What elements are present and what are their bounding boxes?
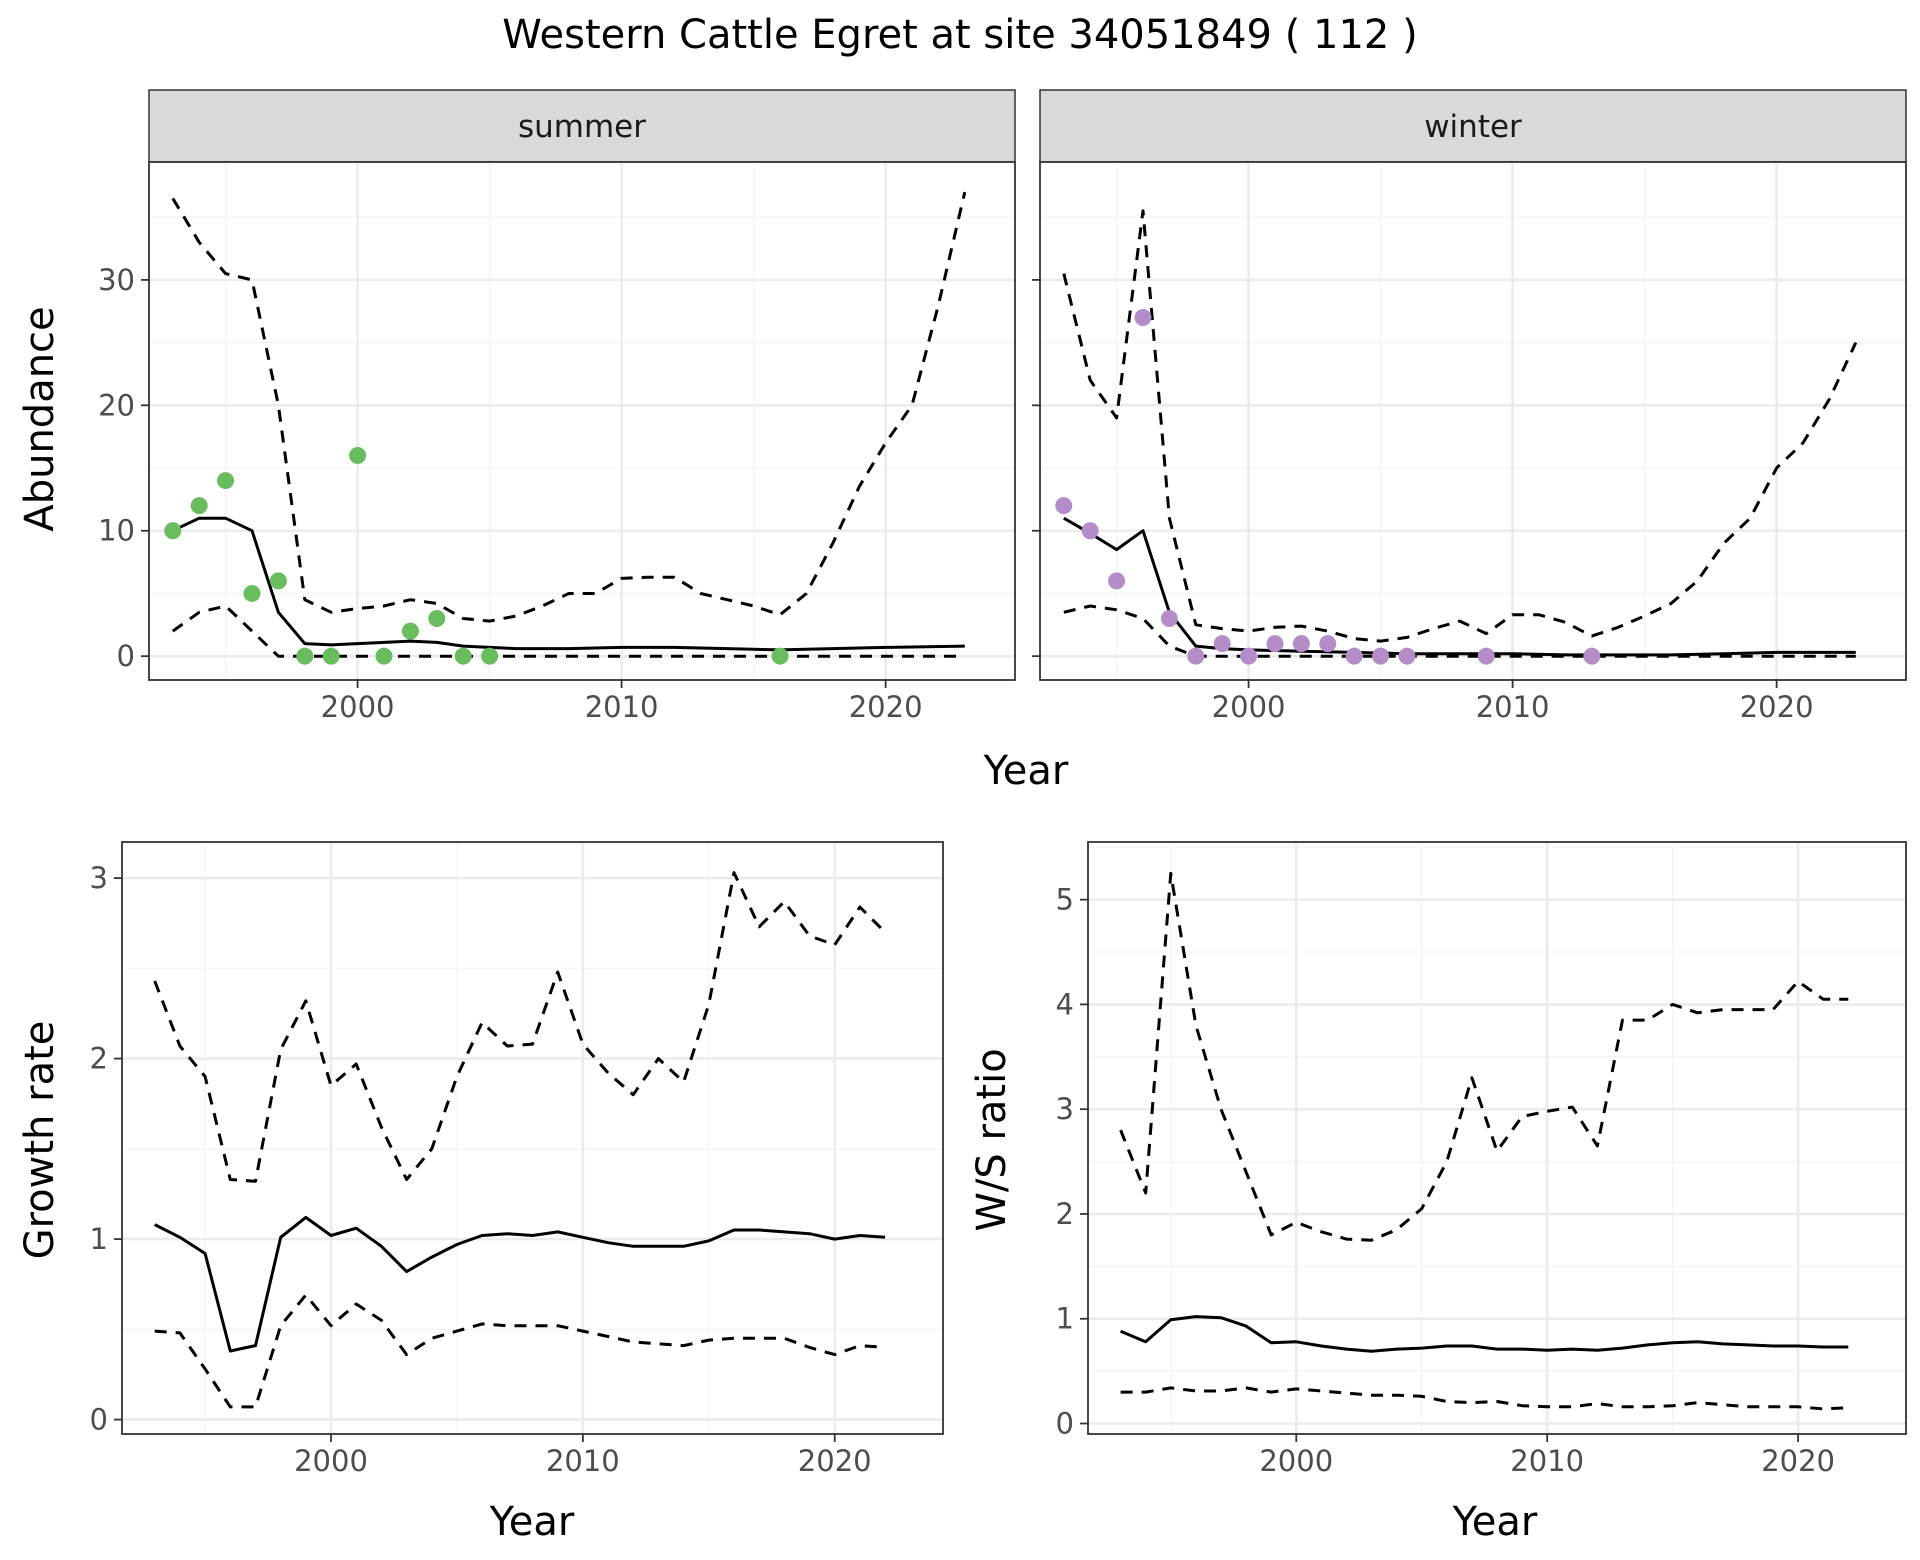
x-tick-label: 2010 — [1476, 690, 1550, 724]
panel-background — [122, 842, 943, 1434]
y-tick-label: 10 — [98, 514, 135, 548]
panel-growth-rate: 2000 2010 2020 0 1 2 3 — [90, 841, 944, 1478]
data-point — [771, 647, 789, 665]
abundance-y-axis-title: Abundance — [17, 306, 63, 531]
panel-ws-ratio: 2000 2010 2020 0 1 2 3 4 5 — [1056, 841, 1907, 1478]
strip-label-summer: summer — [518, 109, 646, 145]
x-tick-label: 2000 — [294, 1444, 368, 1478]
x-tick-label: 2010 — [585, 690, 659, 724]
y-tick-label: 0 — [117, 639, 135, 673]
data-point — [322, 647, 340, 665]
data-point — [1055, 497, 1073, 515]
x-tick-label: 2020 — [849, 690, 923, 724]
y-tick-label: 2 — [1056, 1197, 1074, 1231]
x-tick-label: 2020 — [1740, 690, 1814, 724]
data-point — [428, 610, 446, 628]
x-tick-label: 2000 — [1212, 690, 1286, 724]
x-tick-label: 2010 — [546, 1444, 620, 1478]
y-tick-label: 0 — [1056, 1407, 1074, 1441]
panel-border — [1039, 161, 1907, 681]
data-point — [1187, 647, 1205, 665]
ws-y-axis-title: W/S ratio — [969, 1048, 1015, 1231]
data-point — [1160, 610, 1178, 628]
y-tick-label: 4 — [1056, 987, 1074, 1021]
data-point — [1081, 522, 1099, 540]
data-point — [481, 647, 499, 665]
data-point — [1108, 572, 1126, 590]
data-point — [349, 446, 367, 464]
data-point — [243, 584, 261, 602]
data-point — [1477, 647, 1495, 665]
data-point — [375, 647, 393, 665]
y-tick-label: 0 — [90, 1403, 108, 1437]
x-tick-label: 2010 — [1510, 1444, 1584, 1478]
data-point — [1583, 647, 1601, 665]
data-point — [1134, 309, 1152, 327]
x-tick-label: 2020 — [1761, 1444, 1835, 1478]
solid-series-line — [172, 516, 965, 652]
data-point — [164, 522, 182, 540]
y-tick-label: 2 — [90, 1042, 108, 1076]
data-point — [1292, 635, 1310, 653]
data-point — [454, 647, 472, 665]
data-point — [1372, 647, 1390, 665]
strip-summer — [148, 89, 1016, 163]
growth-y-axis-title: Growth rate — [17, 1021, 63, 1260]
data-point — [190, 497, 208, 515]
y-tick-label: 30 — [98, 263, 135, 297]
data-point — [1266, 635, 1284, 653]
data-point — [1345, 647, 1363, 665]
y-tick-label: 3 — [90, 861, 108, 895]
data-point — [296, 647, 314, 665]
dashed-series-line — [1120, 1386, 1849, 1411]
data-point — [401, 622, 419, 640]
growth-x-axis-title: Year — [489, 1499, 575, 1545]
ws-x-axis-title: Year — [1452, 1499, 1538, 1545]
y-tick-label: 20 — [98, 388, 135, 422]
y-tick-label: 1 — [90, 1222, 108, 1256]
solid-series-line — [154, 1215, 886, 1353]
panel-summer: 2000 2010 2020 0 10 20 30 — [98, 161, 1016, 724]
data-point — [1319, 635, 1337, 653]
solid-series-line — [1120, 1315, 1849, 1353]
abundance-x-axis-title: Year — [983, 748, 1069, 794]
growth-rate-plot: 2000 2010 2020 0 1 2 3 Year Growth rate — [17, 841, 944, 1545]
data-point — [217, 472, 235, 490]
panel-border — [148, 161, 1016, 681]
y-tick-label: 3 — [1056, 1092, 1074, 1126]
ws-ratio-plot: 2000 2010 2020 0 1 2 3 4 5 Year W/S ratio — [969, 841, 1907, 1545]
panel-border — [121, 841, 944, 1435]
strip-label-winter: winter — [1424, 109, 1522, 145]
x-tick-label: 2000 — [1259, 1444, 1333, 1478]
x-tick-label: 2020 — [798, 1444, 872, 1478]
data-point — [1213, 635, 1231, 653]
y-tick-label: 5 — [1056, 883, 1074, 917]
data-point — [1240, 647, 1258, 665]
strip-winter — [1039, 89, 1907, 163]
panel-border — [1087, 841, 1907, 1435]
data-point — [269, 572, 287, 590]
data-point — [1398, 647, 1416, 665]
panel-background — [1088, 842, 1906, 1434]
dashed-series-line — [1062, 209, 1858, 643]
figure-title: Western Cattle Egret at site 34051849 ( … — [502, 12, 1417, 58]
panel-winter: 2000 2010 2020 — [1032, 161, 1907, 724]
dashed-series-line — [154, 1293, 886, 1409]
dashed-series-line — [171, 191, 967, 623]
y-tick-label: 1 — [1056, 1302, 1074, 1336]
dashed-series-line — [153, 871, 887, 1183]
x-tick-label: 2000 — [321, 690, 395, 724]
